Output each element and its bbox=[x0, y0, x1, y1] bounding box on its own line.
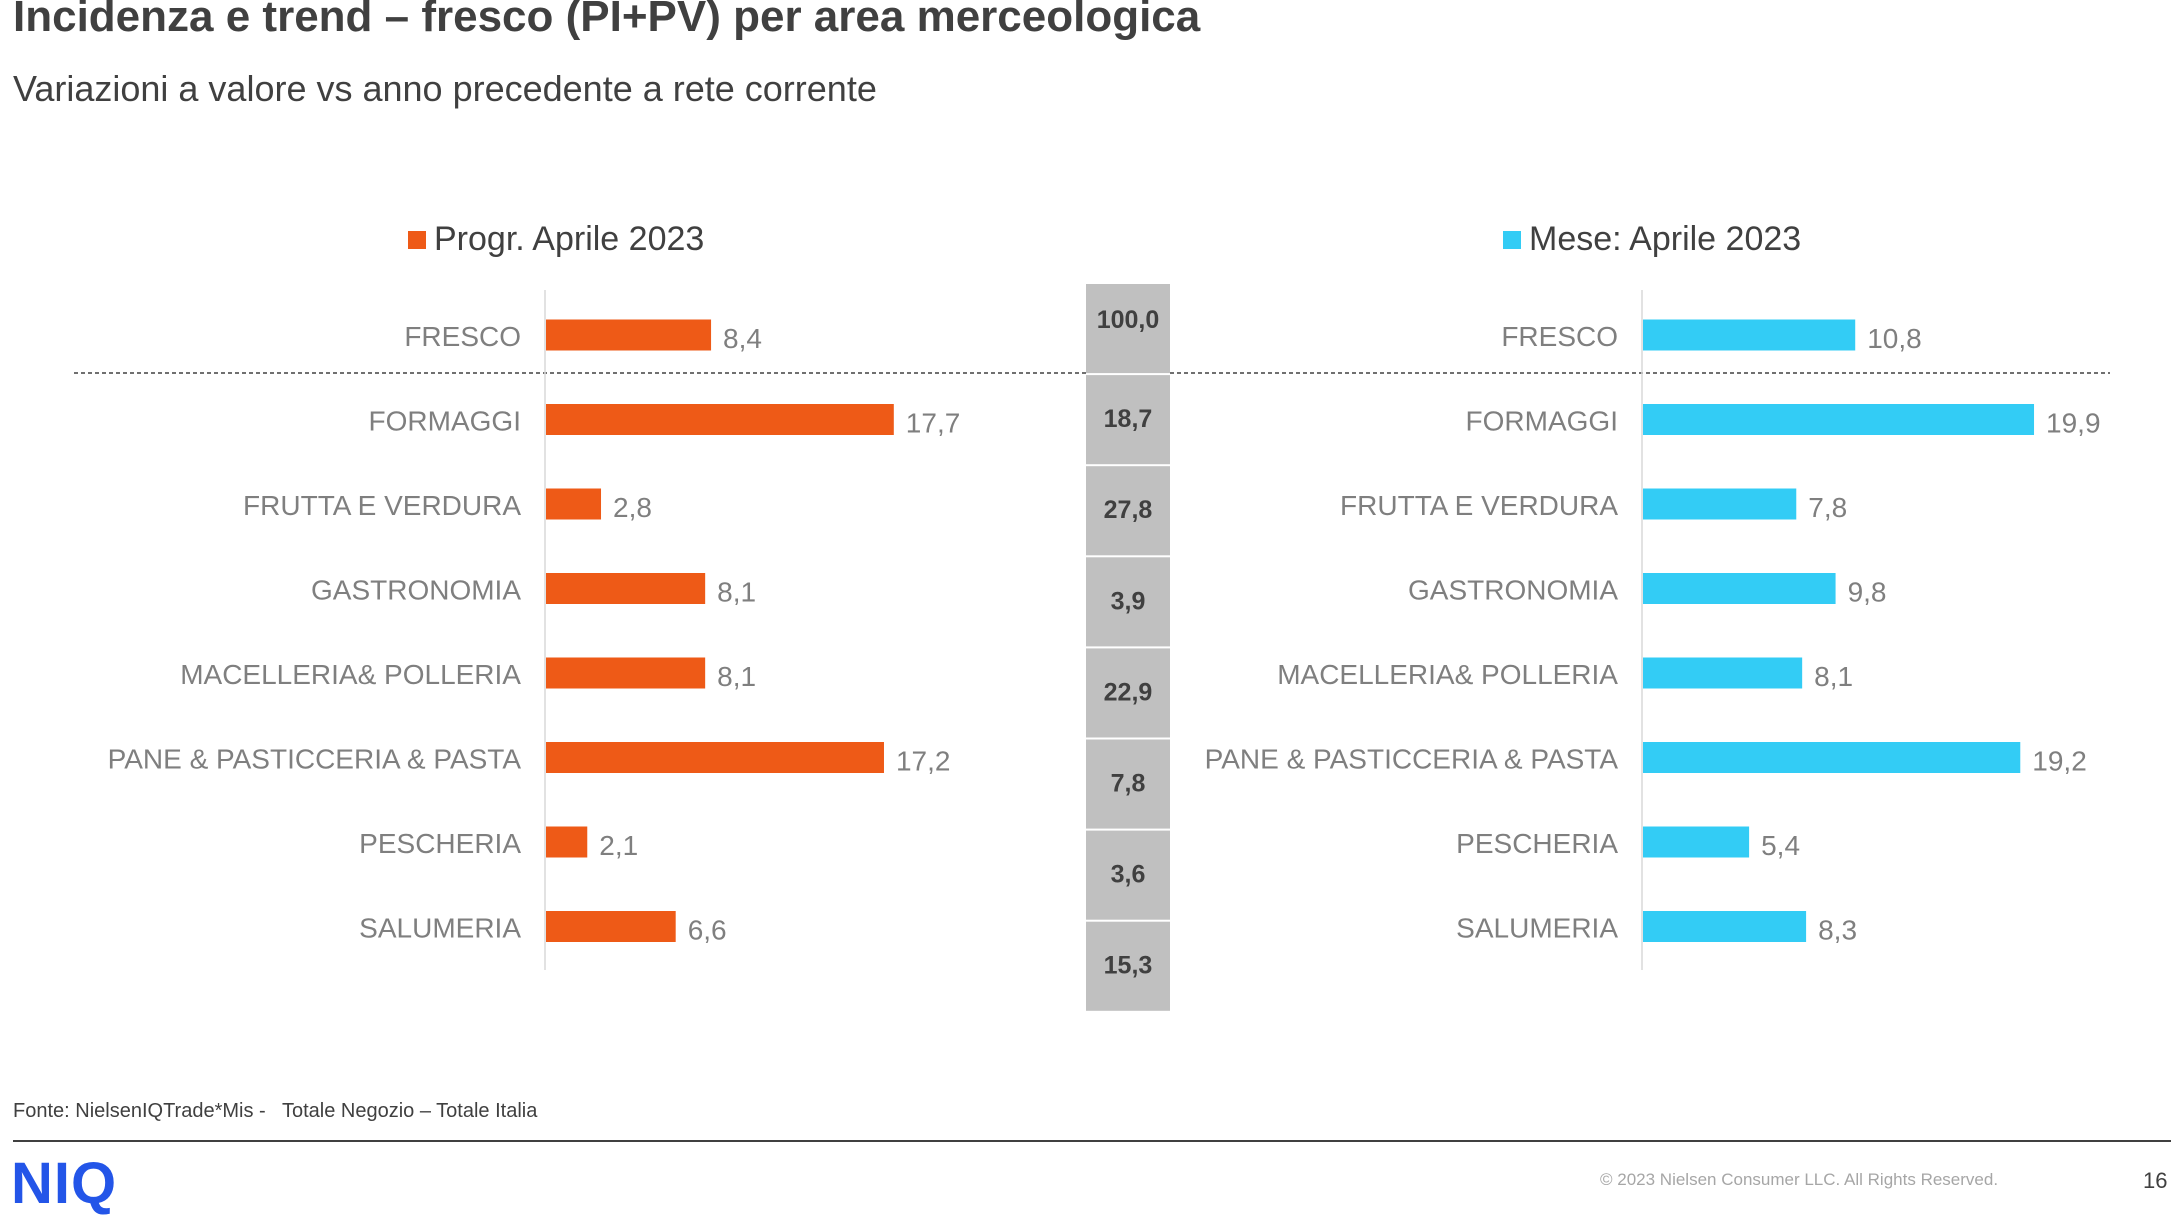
incidence-cell bbox=[1086, 284, 1170, 374]
left-category-label: PANE & PASTICCERIA & PASTA bbox=[108, 744, 522, 775]
left-category-label: SALUMERIA bbox=[359, 913, 521, 944]
right-category-label: FORMAGGI bbox=[1466, 406, 1618, 437]
right-value-label: 19,9 bbox=[2046, 408, 2101, 439]
legend-left-label: Progr. Aprile 2023 bbox=[434, 220, 705, 258]
bar-charts: FRESCO 8,4 FORMAGGI 17,7 FRUTTA E VERDURA 2,8… bbox=[74, 284, 2110, 1011]
copyright-note: © 2023 Nielsen Consumer LLC. All Rights … bbox=[1600, 1170, 1999, 1189]
incidence-value: 100,0 bbox=[1097, 306, 1160, 334]
left-value-label: 2,8 bbox=[613, 492, 652, 523]
right-category-label: PANE & PASTICCERIA & PASTA bbox=[1205, 744, 1619, 775]
left-value-label: 2,1 bbox=[599, 830, 638, 861]
right-bar bbox=[1643, 573, 1836, 604]
incidence-cell bbox=[1086, 830, 1170, 920]
incidence-value: 18,7 bbox=[1104, 405, 1153, 433]
left-category-label: GASTRONOMIA bbox=[311, 575, 521, 606]
right-bar bbox=[1643, 742, 2021, 773]
right-value-label: 5,4 bbox=[1761, 830, 1800, 861]
right-bar bbox=[1643, 826, 1750, 858]
left-bar bbox=[546, 573, 706, 604]
left-bar bbox=[546, 404, 894, 435]
page-number: 16 bbox=[2143, 1168, 2168, 1193]
left-bar bbox=[546, 742, 884, 773]
incidence-cell bbox=[1086, 557, 1170, 647]
right-bar bbox=[1643, 488, 1797, 520]
right-value-label: 7,8 bbox=[1808, 492, 1847, 523]
left-bar bbox=[546, 319, 712, 351]
right-category-label: FRESCO bbox=[1501, 321, 1618, 352]
right-category-label: MACELLERIA& POLLERIA bbox=[1277, 659, 1618, 690]
incidence-value: 15,3 bbox=[1104, 952, 1153, 980]
legend-right: Mese: Aprile 2023 bbox=[1503, 220, 1801, 259]
incidence-cell bbox=[1086, 648, 1170, 738]
right-bar bbox=[1643, 404, 2035, 435]
legend-left-swatch bbox=[408, 230, 426, 249]
left-value-label: 6,6 bbox=[688, 915, 727, 946]
incidence-cell bbox=[1086, 375, 1170, 465]
incidence-value: 22,9 bbox=[1104, 678, 1153, 706]
incidence-cell bbox=[1086, 739, 1170, 829]
left-category-label: FRUTTA E VERDURA bbox=[243, 490, 521, 521]
right-bar bbox=[1643, 657, 1803, 689]
left-value-label: 8,1 bbox=[717, 577, 756, 608]
left-value-label: 8,1 bbox=[717, 661, 756, 692]
incidence-cell bbox=[1086, 466, 1170, 556]
incidence-value: 3,9 bbox=[1111, 587, 1146, 615]
right-value-label: 8,1 bbox=[1814, 661, 1853, 692]
right-value-label: 9,8 bbox=[1848, 577, 1887, 608]
legend-left: Progr. Aprile 2023 bbox=[408, 220, 704, 259]
right-category-label: FRUTTA E VERDURA bbox=[1340, 490, 1618, 521]
right-value-label: 10,8 bbox=[1867, 323, 1922, 354]
incidence-value: 7,8 bbox=[1111, 770, 1146, 798]
left-bar bbox=[546, 911, 676, 942]
right-bar bbox=[1643, 319, 1856, 351]
right-category-label: PESCHERIA bbox=[1456, 828, 1618, 859]
incidence-value: 3,6 bbox=[1111, 861, 1146, 889]
left-value-label: 17,2 bbox=[896, 746, 951, 777]
left-value-label: 8,4 bbox=[723, 323, 762, 354]
left-bar bbox=[546, 657, 706, 689]
right-category-label: SALUMERIA bbox=[1456, 913, 1618, 944]
left-category-label: MACELLERIA& POLLERIA bbox=[180, 659, 521, 690]
right-value-label: 19,2 bbox=[2032, 746, 2087, 777]
incidence-cell bbox=[1086, 921, 1170, 1011]
left-category-label: FORMAGGI bbox=[369, 406, 521, 437]
right-value-label: 8,3 bbox=[1818, 915, 1857, 946]
incidence-value: 27,8 bbox=[1104, 496, 1153, 524]
page-title: Incidenza e trend – fresco (PI+PV) per a… bbox=[13, 0, 1201, 41]
niq-logo: NIQ bbox=[11, 1151, 118, 1216]
left-category-label: FRESCO bbox=[404, 321, 521, 352]
left-bar bbox=[546, 488, 602, 520]
page-subtitle: Variazioni a valore vs anno precedente a… bbox=[13, 68, 877, 109]
left-bar bbox=[546, 826, 588, 858]
right-category-label: GASTRONOMIA bbox=[1408, 575, 1618, 606]
right-bar bbox=[1643, 911, 1807, 942]
legend-right-swatch bbox=[1503, 230, 1521, 249]
source-note: Fonte: NielsenIQTrade*Mis - Totale Negoz… bbox=[13, 1100, 538, 1122]
legend-right-label: Mese: Aprile 2023 bbox=[1529, 220, 1802, 258]
footer-divider bbox=[13, 1140, 2171, 1142]
left-value-label: 17,7 bbox=[906, 408, 961, 439]
left-category-label: PESCHERIA bbox=[359, 828, 521, 859]
